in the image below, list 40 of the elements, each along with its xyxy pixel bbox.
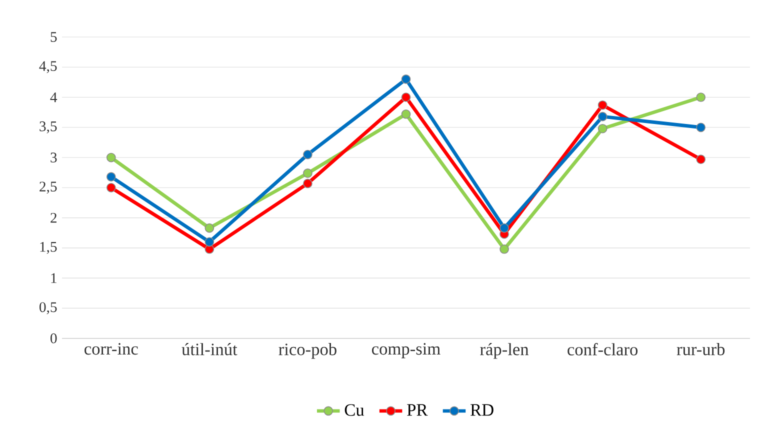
point xyxy=(500,223,509,233)
point xyxy=(598,100,608,110)
y-tick-label: 4 xyxy=(50,92,58,102)
point xyxy=(401,92,411,102)
point xyxy=(598,124,608,134)
point xyxy=(303,178,312,188)
x-tick-label: rur-urb xyxy=(676,343,725,356)
x-tick-label: ráp-len xyxy=(480,343,529,359)
point xyxy=(696,122,706,132)
y-tick-label: 2 xyxy=(50,212,56,223)
point xyxy=(204,237,214,247)
x-tick-label: útil-inút xyxy=(182,343,238,356)
y-tick-label: 3 xyxy=(50,152,57,162)
point xyxy=(106,172,116,182)
y-tick-label: 5 xyxy=(50,32,57,42)
point xyxy=(303,168,312,178)
y-tick-label: 0 xyxy=(50,333,57,344)
point xyxy=(696,92,706,102)
x-tick-label: rico-pob xyxy=(278,343,336,359)
point xyxy=(303,150,312,160)
point xyxy=(598,112,608,122)
legend-label: RD xyxy=(470,404,494,416)
point xyxy=(500,244,509,254)
point xyxy=(696,154,706,164)
y-tick-label: 1 xyxy=(51,273,56,283)
x-tick-label: comp-sim xyxy=(372,343,440,358)
y-tick-label: 1,5 xyxy=(40,242,57,254)
y-tick-label: 0,5 xyxy=(40,302,57,314)
point xyxy=(204,223,214,233)
point xyxy=(401,109,411,119)
y-tick-label: 4,5 xyxy=(39,61,57,74)
y-tick-label: 3,5 xyxy=(40,121,57,134)
point xyxy=(106,152,116,162)
legend-label: PR xyxy=(407,404,428,416)
x-tick-label: conf-claro xyxy=(568,343,638,356)
point xyxy=(106,183,116,192)
legend-label: Cu xyxy=(344,404,364,416)
point xyxy=(401,74,411,84)
x-tick-label: corr-inc xyxy=(84,343,138,355)
y-tick-label: 2,5 xyxy=(40,182,57,194)
